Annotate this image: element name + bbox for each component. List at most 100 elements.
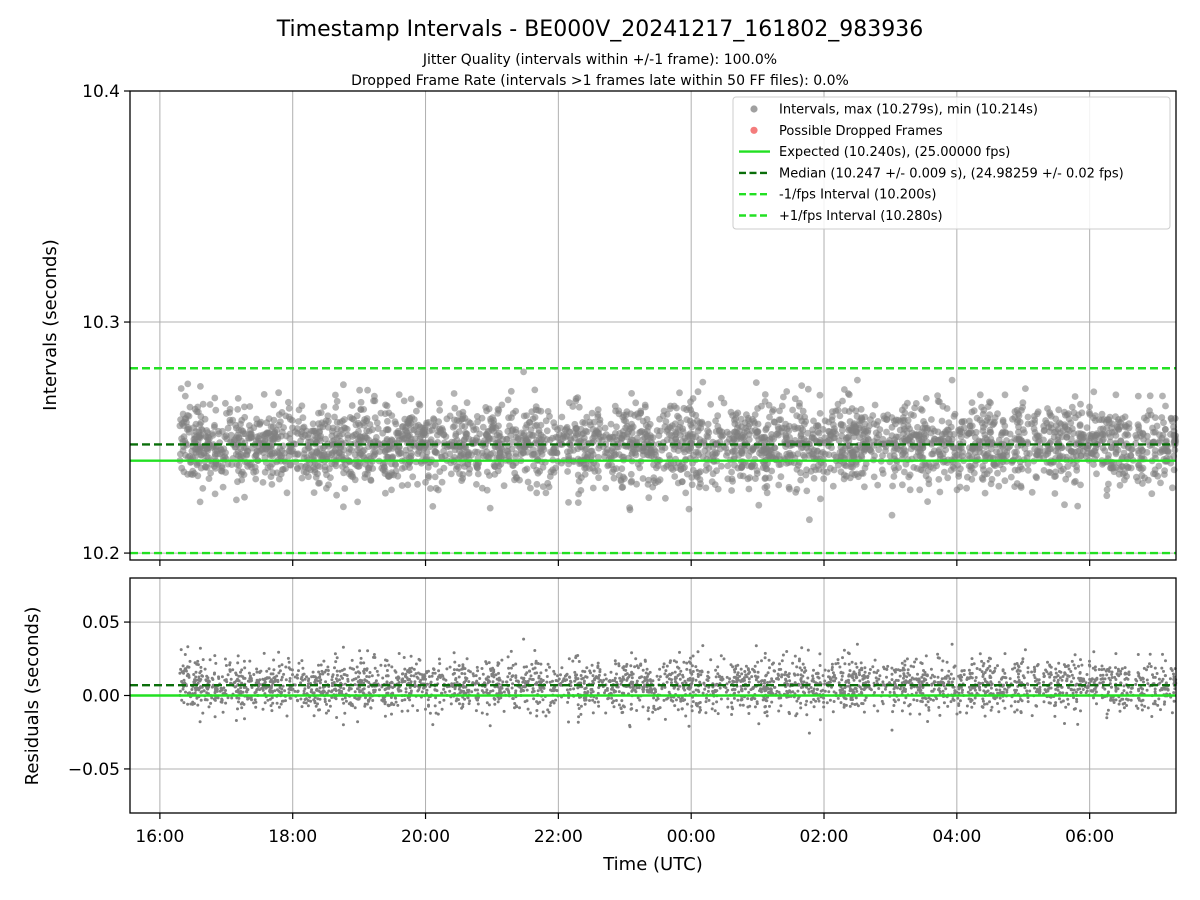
data-point: [689, 410, 696, 418]
data-point: [858, 414, 865, 422]
data-point: [1023, 450, 1031, 457]
data-point: [831, 427, 838, 435]
data-point: [781, 424, 788, 432]
data-point: [595, 696, 599, 700]
data-point: [613, 423, 620, 431]
data-point: [1078, 409, 1086, 417]
data-point: [606, 697, 610, 701]
data-point: [448, 689, 452, 693]
data-point: [324, 412, 332, 420]
data-point: [579, 712, 583, 716]
data-point: [299, 697, 303, 701]
data-point: [610, 696, 614, 700]
data-point: [697, 690, 701, 694]
data-point: [1162, 669, 1165, 673]
data-point: [810, 417, 817, 425]
data-point: [588, 699, 591, 702]
data-point: [617, 690, 621, 694]
data-point: [562, 426, 569, 434]
data-point: [546, 708, 550, 712]
data-point: [870, 473, 878, 481]
data-point: [910, 412, 917, 419]
data-point: [635, 679, 639, 683]
data-point: [629, 664, 633, 668]
data-point: [890, 666, 894, 670]
data-point: [392, 467, 400, 475]
data-point: [840, 471, 848, 479]
data-point: [829, 413, 836, 420]
data-point: [450, 390, 458, 397]
data-point: [442, 698, 446, 702]
data-point: [467, 680, 471, 684]
data-point: [564, 448, 571, 456]
data-point: [362, 661, 366, 665]
data-point: [295, 406, 303, 414]
data-point: [664, 669, 668, 673]
data-point: [968, 422, 976, 430]
data-point: [670, 445, 678, 453]
data-point: [857, 405, 865, 413]
data-point: [488, 423, 496, 431]
data-point: [763, 651, 767, 655]
data-point: [1098, 681, 1102, 685]
data-point: [548, 665, 551, 669]
data-point: [897, 698, 901, 702]
data-point: [906, 471, 914, 479]
data-point: [498, 401, 506, 409]
data-point: [665, 664, 669, 668]
data-point: [1040, 467, 1048, 474]
data-point: [1119, 463, 1127, 470]
data-point: [219, 483, 227, 491]
data-point: [1054, 671, 1058, 675]
data-point: [769, 687, 773, 691]
data-point: [245, 434, 252, 442]
data-point: [696, 468, 704, 476]
data-point: [603, 691, 606, 695]
data-point: [436, 407, 444, 414]
data-point: [440, 707, 444, 711]
data-point: [583, 413, 591, 421]
data-point: [612, 705, 616, 709]
data-point: [781, 653, 785, 657]
data-point: [912, 698, 916, 702]
data-point: [658, 667, 662, 671]
data-point: [1086, 409, 1093, 417]
data-point: [936, 488, 944, 496]
data-point: [285, 398, 292, 406]
data-point: [679, 669, 683, 673]
data-point: [420, 445, 427, 453]
data-point: [636, 429, 643, 437]
data-point: [890, 672, 894, 676]
data-point: [613, 465, 620, 472]
data-point: [1121, 431, 1129, 439]
data-point: [349, 473, 357, 481]
data-point: [667, 402, 674, 410]
data-point: [467, 702, 471, 706]
data-point: [1122, 706, 1126, 710]
data-point: [789, 406, 796, 414]
data-point: [1157, 677, 1161, 681]
data-point: [1154, 472, 1162, 480]
data-point: [850, 702, 854, 706]
data-point: [590, 663, 594, 667]
data-point: [478, 484, 486, 492]
data-point: [521, 466, 529, 474]
data-point: [972, 428, 980, 436]
data-point: [805, 699, 809, 703]
data-point: [678, 684, 682, 688]
data-point: [1169, 484, 1176, 492]
data-point: [427, 669, 430, 673]
data-point: [921, 461, 929, 468]
data-point: [273, 469, 281, 477]
data-point: [967, 466, 975, 474]
data-point: [756, 660, 760, 664]
data-point: [540, 446, 548, 453]
data-point: [241, 493, 248, 501]
data-point: [941, 468, 948, 476]
data-point: [206, 401, 214, 408]
data-point: [194, 670, 198, 674]
data-point: [775, 431, 782, 439]
data-point: [916, 486, 924, 494]
data-point: [456, 447, 463, 455]
